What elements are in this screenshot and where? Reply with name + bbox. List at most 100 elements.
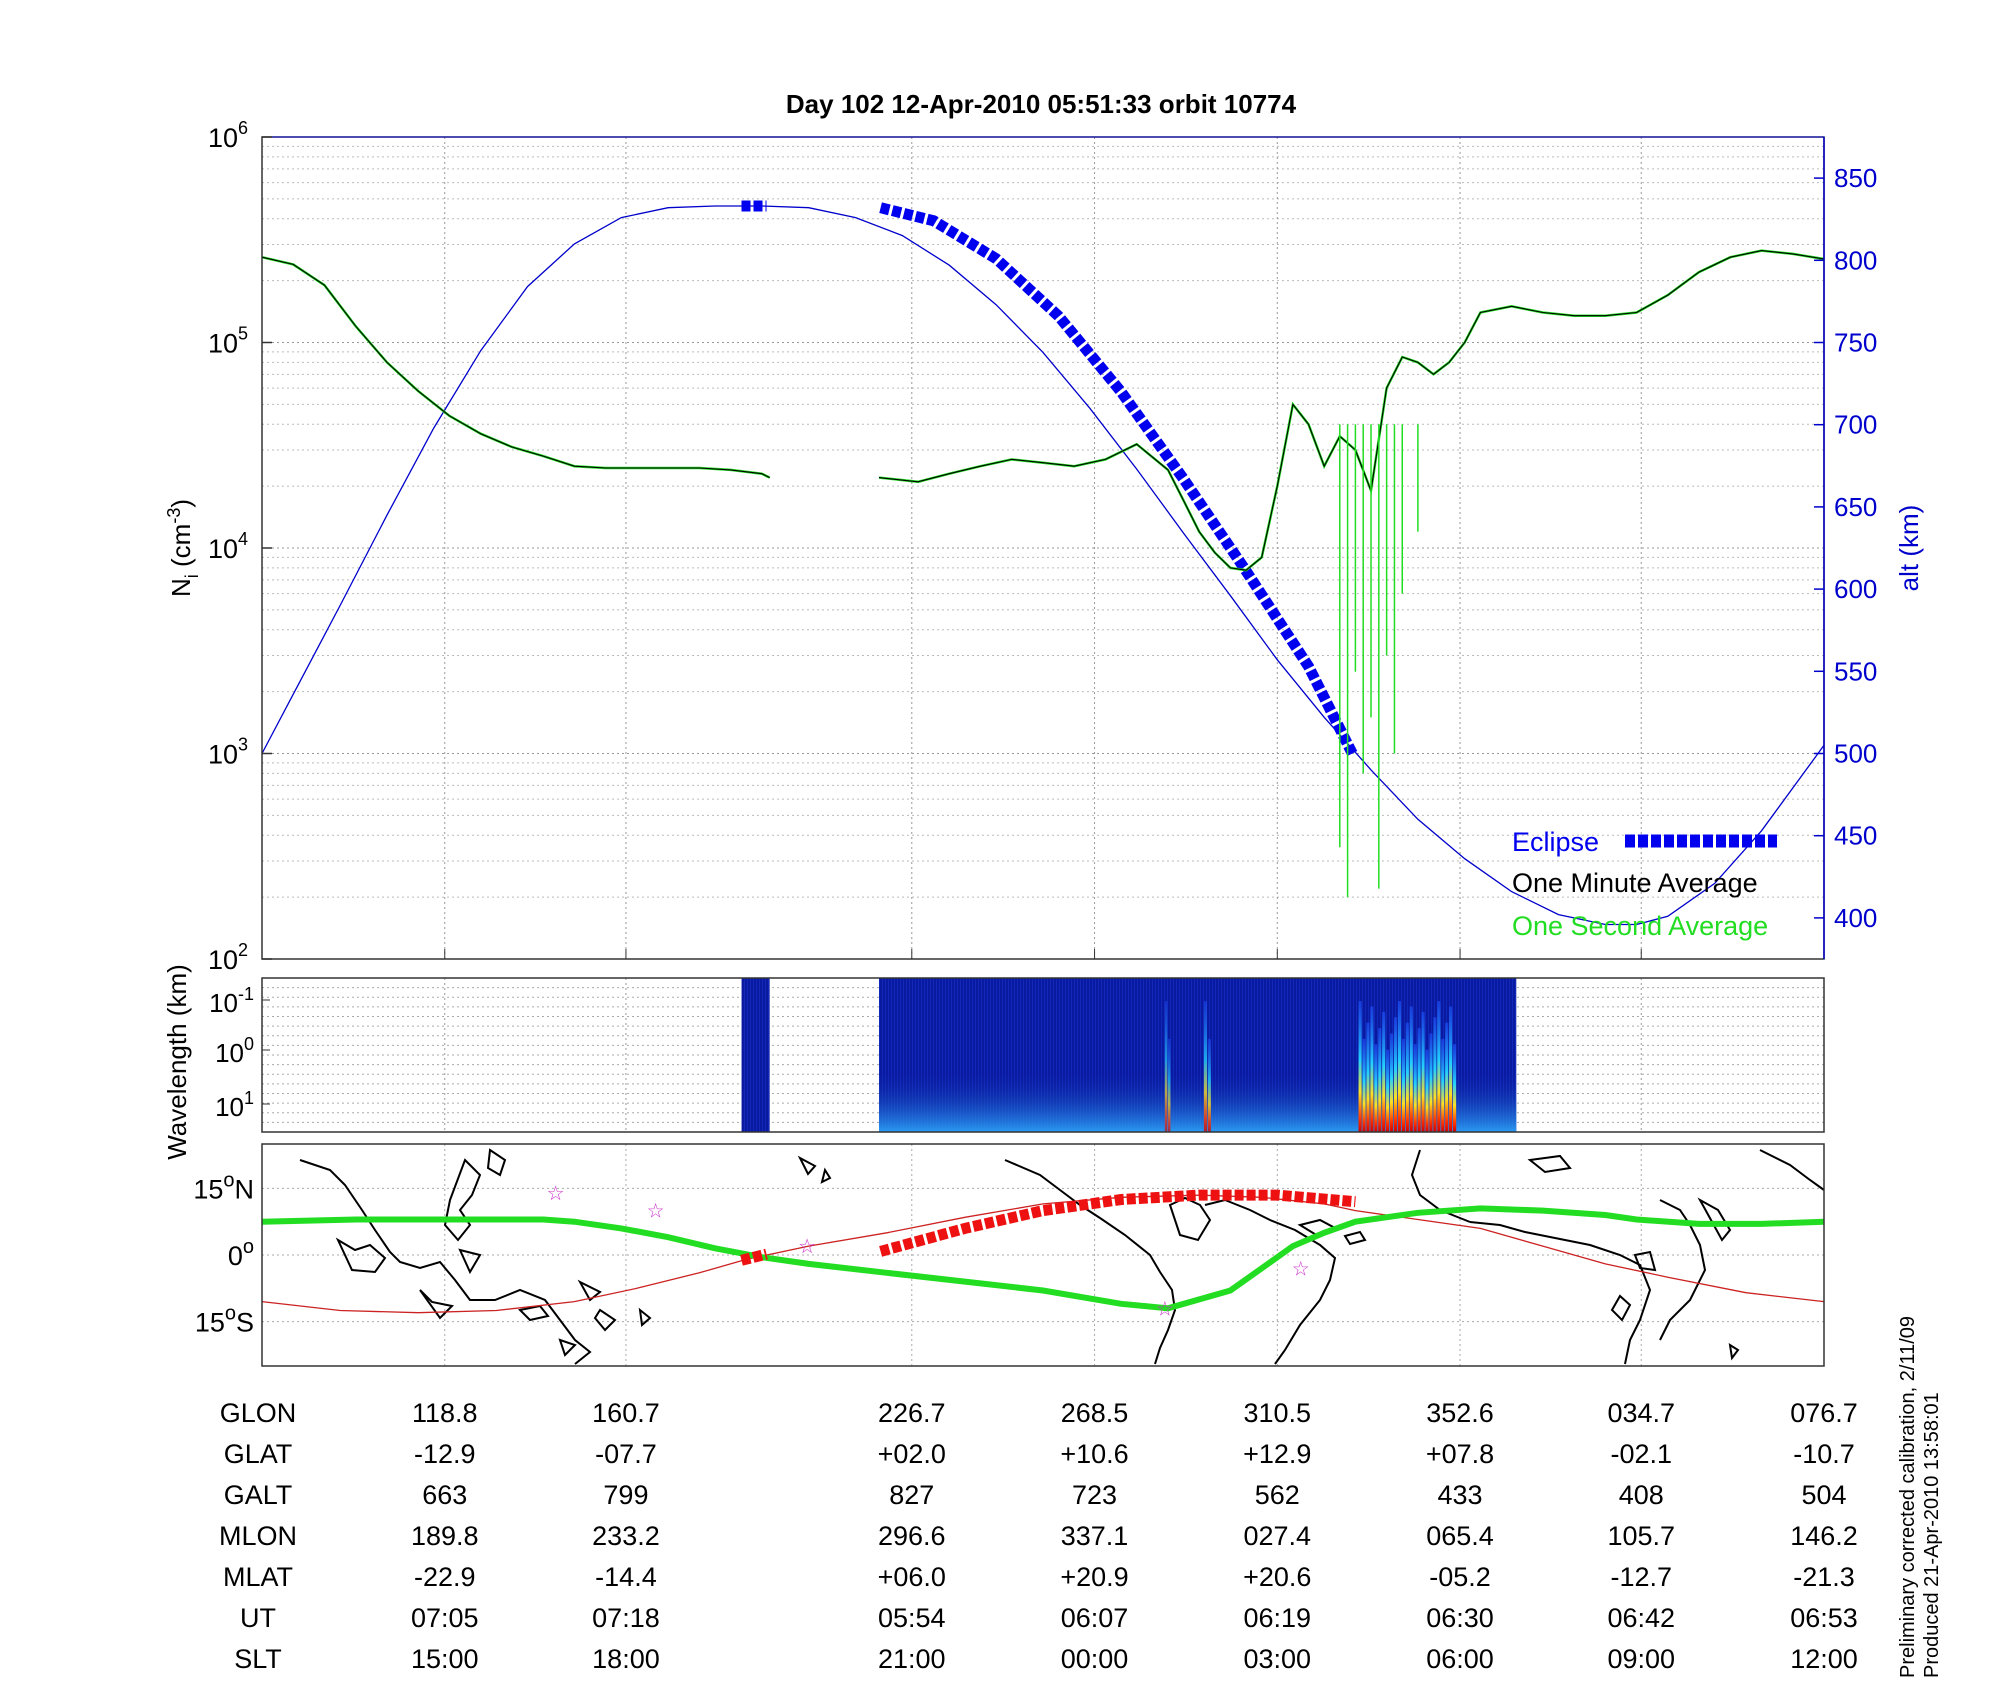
ephemeris-cell: -12.7 bbox=[1610, 1562, 1672, 1592]
ephemeris-cell: 146.2 bbox=[1790, 1521, 1858, 1551]
map-grid bbox=[262, 1144, 1824, 1366]
left-axis-ticks: 102 103 104 105 106 bbox=[208, 118, 1642, 975]
ephemeris-cell: 06:30 bbox=[1426, 1603, 1494, 1633]
spectrogram-hotspot bbox=[1393, 1017, 1398, 1132]
spectrogram-hotspot bbox=[1417, 1028, 1421, 1132]
ephemeris-cell: 12:00 bbox=[1790, 1644, 1858, 1674]
ephemeris-cell: -22.9 bbox=[414, 1562, 476, 1592]
spectrogram-hotspot bbox=[1382, 1011, 1386, 1132]
map-panel: ☆ ☆ ☆ ☆ ☆ 15oN 0o 15oS bbox=[193, 1143, 1825, 1367]
one-minute-line bbox=[261, 256, 770, 479]
ephemeris-cell: 06:53 bbox=[1790, 1603, 1858, 1633]
ephemeris-cell: +10.6 bbox=[1060, 1439, 1128, 1469]
ephemeris-cell: -10.7 bbox=[1793, 1439, 1855, 1469]
chart-title: Day 102 12-Apr-2010 05:51:33 orbit 10774 bbox=[786, 89, 1297, 119]
ephemeris-cell: 21:00 bbox=[878, 1644, 946, 1674]
ephemeris-cell: 118.8 bbox=[412, 1398, 478, 1428]
ephemeris-cell: +02.0 bbox=[878, 1439, 946, 1469]
spectrogram-hotspot bbox=[1366, 1022, 1370, 1132]
spec-tick-label: 100 bbox=[215, 1034, 254, 1068]
station-star-icon: ☆ bbox=[798, 1236, 816, 1258]
density-series bbox=[261, 249, 1825, 898]
ephemeris-cell: -05.2 bbox=[1429, 1562, 1491, 1592]
ephemeris-row-label: GALT bbox=[224, 1480, 293, 1510]
right-tick-label: 850 bbox=[1834, 163, 1877, 193]
right-tick-label: 650 bbox=[1834, 492, 1877, 522]
ephemeris-cell: -21.3 bbox=[1793, 1562, 1855, 1592]
ephemeris-row-label: GLON bbox=[220, 1398, 297, 1428]
ephemeris-cell: 799 bbox=[603, 1480, 648, 1510]
spectrogram-hotspot bbox=[1445, 1022, 1449, 1132]
spectrogram-data bbox=[741, 978, 1517, 1132]
legend-second: One Second Average bbox=[1512, 911, 1768, 941]
ephemeris-cell: 189.8 bbox=[411, 1521, 479, 1551]
right-tick-label: 400 bbox=[1834, 903, 1877, 933]
eclipse-segment bbox=[879, 202, 1358, 756]
map-tick-label: 15oN bbox=[193, 1169, 254, 1204]
ephemeris-row-label: MLON bbox=[219, 1521, 297, 1551]
ephemeris-cell: 06:19 bbox=[1244, 1603, 1312, 1633]
eclipse-series bbox=[741, 200, 1358, 756]
spectrogram-hotspot bbox=[1203, 1001, 1208, 1132]
left-tick-label: 106 bbox=[208, 118, 248, 153]
footnote-line1: Preliminary corrected calibration, 2/11/… bbox=[1897, 1316, 1919, 1678]
ephemeris-cell: 06:42 bbox=[1607, 1603, 1675, 1633]
ephemeris-row-label: MLAT bbox=[223, 1562, 293, 1592]
right-tick-label: 800 bbox=[1834, 245, 1877, 275]
ephemeris-table: GLON 118.8 160.7 226.7 268.5 310.5 352.6 034.7 0… bbox=[219, 1398, 1858, 1674]
eclipse-track-segment bbox=[740, 1248, 768, 1266]
ephemeris-cell: 06:07 bbox=[1061, 1603, 1129, 1633]
spec-tick-label: 101 bbox=[215, 1088, 254, 1122]
ephemeris-cell: +20.9 bbox=[1060, 1562, 1128, 1592]
footnote: Preliminary corrected calibration, 2/11/… bbox=[1897, 1316, 1943, 1678]
spectrogram-hotspot bbox=[1167, 1038, 1171, 1132]
spectrogram-hotspot bbox=[1386, 1049, 1390, 1132]
ephemeris-cell: 296.6 bbox=[878, 1521, 946, 1551]
right-tick-label: 750 bbox=[1834, 328, 1877, 358]
right-tick-label: 600 bbox=[1834, 574, 1877, 604]
ephemeris-row-label: SLT bbox=[234, 1644, 282, 1674]
spectrogram-hotspot bbox=[1401, 1038, 1405, 1132]
ephemeris-cell: 226.7 bbox=[878, 1398, 946, 1428]
spectrogram-ylabel: Wavelength (km) bbox=[162, 964, 192, 1160]
spectrogram-hotspot bbox=[1405, 1022, 1409, 1132]
ephemeris-cell: -14.4 bbox=[595, 1562, 657, 1592]
ephemeris-cell: +06.0 bbox=[878, 1562, 946, 1592]
spec-tick-label: 10-1 bbox=[209, 984, 254, 1018]
ephemeris-cell: 310.5 bbox=[1244, 1398, 1312, 1428]
ephemeris-cell: +12.9 bbox=[1243, 1439, 1311, 1469]
orbit-track-line bbox=[261, 1205, 1825, 1312]
spectrogram-block bbox=[741, 978, 770, 1132]
eclipse-track-segment bbox=[879, 1189, 1356, 1257]
spectrogram-hotspot bbox=[1452, 1044, 1457, 1132]
spectrogram-hotspot bbox=[1449, 1006, 1453, 1132]
left-tick-label: 105 bbox=[208, 324, 248, 359]
ephemeris-cell: 160.7 bbox=[592, 1398, 660, 1428]
ephemeris-cell: 06:00 bbox=[1426, 1644, 1494, 1674]
ephemeris-cell: 233.2 bbox=[592, 1521, 660, 1551]
spectrogram-hotspot bbox=[1164, 1001, 1168, 1132]
spectrogram-hotspot bbox=[1378, 1028, 1382, 1132]
density-panel: 102 103 104 105 106 400 450 500 550 600 650 700 750… bbox=[164, 118, 1924, 975]
ephemeris-cell: 408 bbox=[1619, 1480, 1664, 1510]
ephemeris-cell: 663 bbox=[422, 1480, 467, 1510]
ephemeris-cell: 15:00 bbox=[411, 1644, 479, 1674]
ephemeris-cell: -12.9 bbox=[414, 1439, 476, 1469]
spectrogram-hotspot bbox=[1374, 1044, 1378, 1132]
spectrogram-hotspot bbox=[1207, 1038, 1211, 1132]
right-tick-label: 700 bbox=[1834, 410, 1877, 440]
spectrogram-hotspot bbox=[1358, 1001, 1362, 1132]
ephemeris-cell: 065.4 bbox=[1426, 1521, 1494, 1551]
station-star-icon: ☆ bbox=[547, 1183, 565, 1205]
map-tick-label: 15oS bbox=[195, 1303, 254, 1338]
ephemeris-cell: -02.1 bbox=[1610, 1439, 1672, 1469]
ephemeris-cell: 07:18 bbox=[592, 1603, 660, 1633]
right-tick-label: 550 bbox=[1834, 656, 1877, 686]
left-tick-label: 102 bbox=[208, 940, 248, 975]
spectrogram-hotspot bbox=[1433, 1017, 1437, 1132]
coastlines bbox=[299, 1148, 1825, 1365]
right-tick-label: 500 bbox=[1834, 739, 1877, 769]
ephemeris-row-label: UT bbox=[240, 1603, 276, 1633]
ephemeris-cell: 562 bbox=[1255, 1480, 1300, 1510]
spectrogram-hotspot bbox=[1397, 1001, 1402, 1132]
